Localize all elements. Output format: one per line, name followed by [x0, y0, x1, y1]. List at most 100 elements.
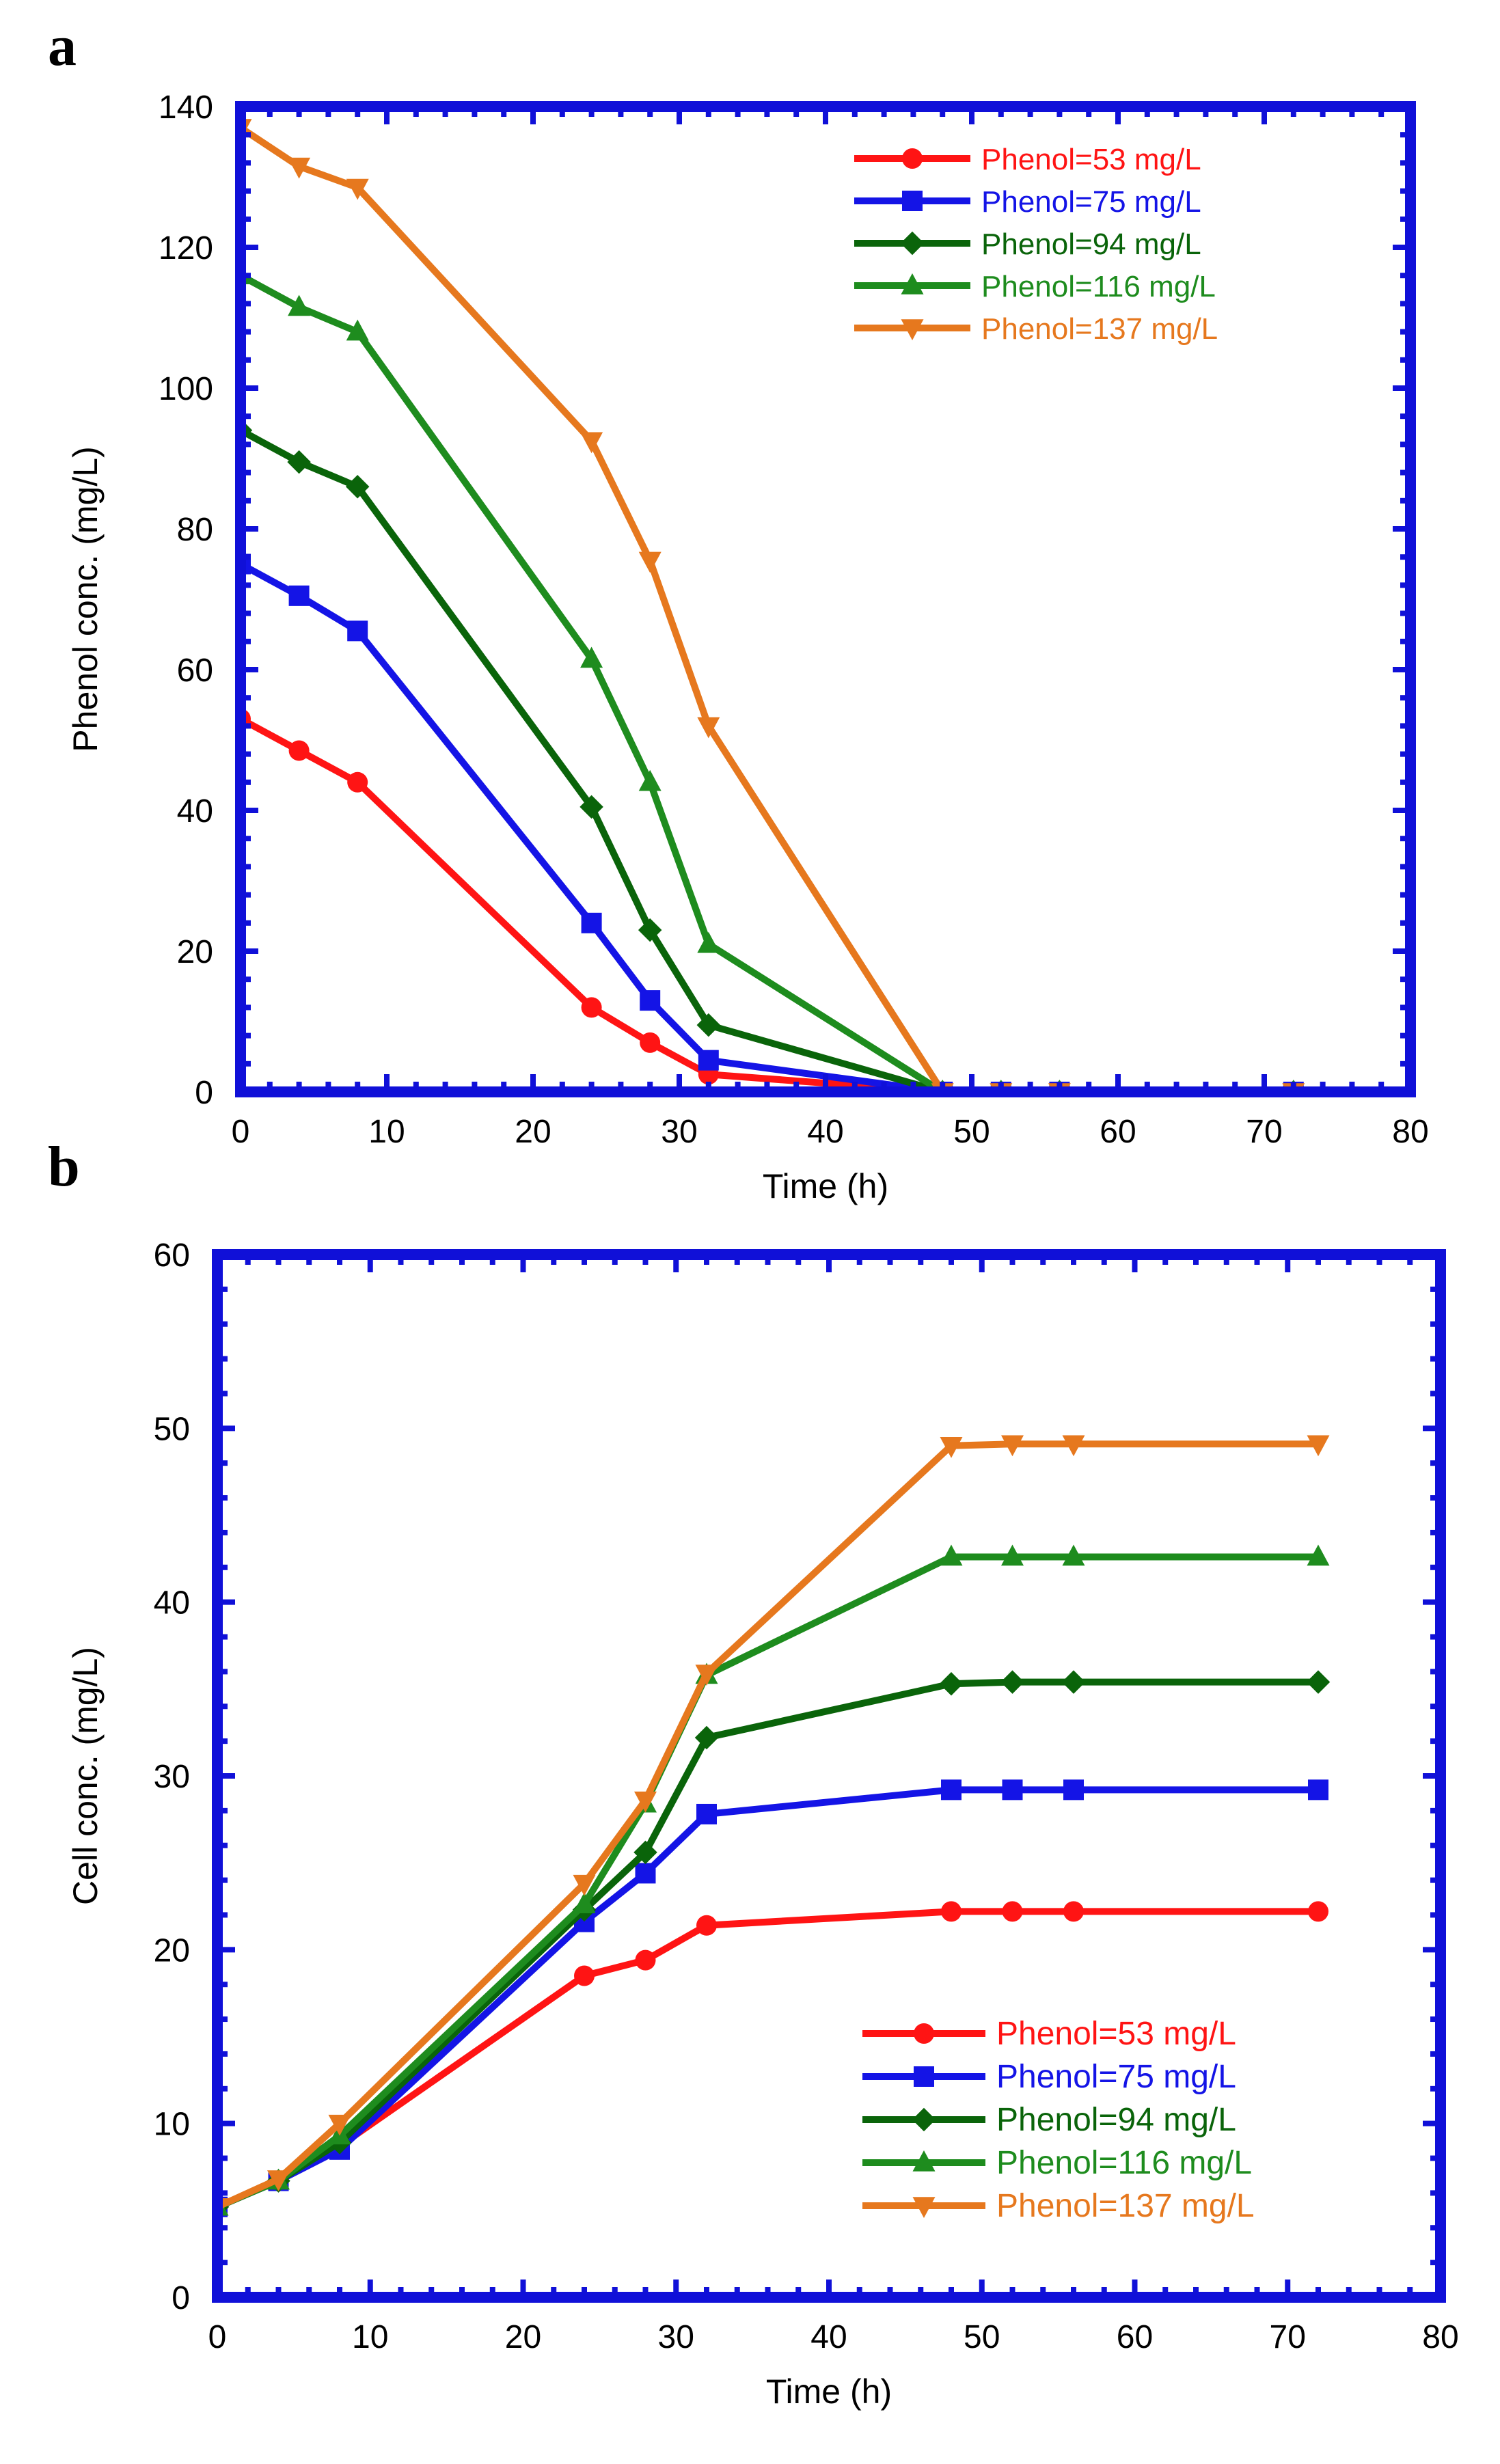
- x-tick-label: 0: [208, 2319, 227, 2355]
- y-tick-label: 60: [154, 1237, 190, 1274]
- data-point: [638, 769, 662, 791]
- x-tick-label: 80: [1392, 1114, 1428, 1150]
- y-tick-label: 40: [154, 1585, 190, 1621]
- data-point: [267, 2170, 290, 2192]
- data-point: [635, 1863, 656, 1884]
- data-point: [696, 1013, 721, 1037]
- chart-panel-a: a 0 10 20 30 40 50 60 70 80 0 20 40 60 80 100 120 140 Time…: [48, 14, 1429, 1205]
- y-axis-title: Phenol conc. (mg/L): [66, 446, 105, 752]
- legend: Phenol=53 mg/L Phenol=75 mg/L Phenol=94 mg…: [862, 2016, 1255, 2224]
- data-point: [640, 990, 661, 1011]
- data-point: [347, 620, 368, 642]
- y-axis-title: Cell conc. (mg/L): [66, 1647, 105, 1905]
- y-tick-label: 120: [159, 230, 213, 266]
- legend-marker: [902, 148, 923, 169]
- data-point: [697, 717, 720, 739]
- data-point: [939, 1671, 964, 1696]
- data-point: [1002, 1779, 1023, 1801]
- legend-item: Phenol=137 mg/L: [854, 312, 1218, 346]
- y-tick-label: 40: [177, 793, 213, 830]
- legend-marker: [914, 2066, 934, 2087]
- series-5: [217, 1435, 1330, 2219]
- x-axis-title: Time (h): [766, 2372, 892, 2411]
- data-point: [633, 1840, 657, 1865]
- series-4: [241, 263, 1300, 1092]
- series-3: [241, 418, 1306, 1092]
- x-tick-label: 30: [658, 2319, 694, 2355]
- data-point: [580, 646, 603, 668]
- legend-label: Phenol=116 mg/L: [996, 2145, 1252, 2181]
- x-tick-label: 40: [807, 1114, 843, 1150]
- legend-item: Phenol=94 mg/L: [862, 2102, 1236, 2138]
- series-2: [241, 553, 1304, 1092]
- data-point: [941, 1901, 962, 1922]
- x-tick-label: 70: [1246, 1114, 1282, 1150]
- y-tick-label: 10: [154, 2107, 190, 2143]
- legend-label: Phenol=94 mg/L: [996, 2102, 1236, 2138]
- series-line: [241, 715, 1297, 1092]
- legend-marker: [900, 231, 925, 256]
- data-point: [1063, 1901, 1084, 1922]
- data-point: [694, 1725, 719, 1750]
- data-point: [1002, 1901, 1023, 1922]
- legend-item: Phenol=75 mg/L: [854, 185, 1201, 219]
- y-tick-label: 0: [195, 1075, 213, 1111]
- data-point: [940, 1437, 963, 1458]
- x-tick-label: 0: [232, 1114, 250, 1150]
- data-point: [696, 1915, 717, 1936]
- x-tick-label: 50: [953, 1114, 990, 1150]
- panel-letter: b: [48, 1135, 80, 1199]
- data-point: [696, 1803, 717, 1824]
- x-tick-label: 30: [661, 1114, 697, 1150]
- data-point: [941, 1779, 962, 1801]
- data-point: [1061, 1670, 1086, 1694]
- data-point: [640, 1032, 661, 1053]
- y-tick-label: 20: [177, 934, 213, 970]
- data-point: [1001, 1544, 1024, 1566]
- data-point: [574, 1965, 595, 1986]
- legend-label: Phenol=137 mg/L: [996, 2188, 1255, 2224]
- x-tick-label: 60: [1100, 1114, 1136, 1150]
- chart-panel-b: b 0 10 20 30 40 50 60 70 80 0 10 20 30 40 50 60 Time (h) C…: [48, 1135, 1459, 2411]
- data-point: [1062, 1544, 1085, 1566]
- legend-marker: [901, 273, 924, 295]
- data-point: [1308, 1901, 1328, 1922]
- data-point: [1306, 1670, 1331, 1694]
- data-point: [1062, 1435, 1085, 1457]
- data-point: [573, 1892, 596, 1913]
- data-point: [346, 319, 369, 341]
- legend-label: Phenol=75 mg/L: [981, 185, 1201, 219]
- data-point: [288, 740, 310, 761]
- y-tick-label: 80: [177, 512, 213, 548]
- legend-item: Phenol=53 mg/L: [862, 2016, 1236, 2052]
- y-tick-label: 140: [159, 90, 213, 126]
- data-point: [635, 1949, 656, 1971]
- series-line: [241, 124, 1297, 1092]
- data-point: [581, 912, 602, 933]
- legend: Phenol=53 mg/L Phenol=75 mg/L Phenol=94 mg…: [854, 143, 1218, 346]
- data-point: [581, 997, 602, 1018]
- legend-label: Phenol=94 mg/L: [981, 228, 1201, 261]
- data-point: [1001, 1435, 1024, 1457]
- legend-item: Phenol=116 mg/L: [854, 270, 1216, 303]
- legend-marker: [912, 2150, 936, 2172]
- y-tick-label: 50: [154, 1411, 190, 1447]
- series-line: [217, 1440, 1322, 2210]
- data-point: [1063, 1779, 1084, 1801]
- data-point: [288, 157, 311, 179]
- x-tick-label: 40: [810, 2319, 847, 2355]
- series-line: [241, 560, 1297, 1092]
- data-point: [328, 2114, 351, 2136]
- data-point: [1307, 1435, 1330, 1457]
- series-line: [241, 272, 1297, 1092]
- data-point: [346, 178, 369, 200]
- data-point: [634, 1791, 657, 1813]
- legend-item: Phenol=116 mg/L: [862, 2145, 1252, 2181]
- data-point: [1000, 1670, 1024, 1694]
- data-point: [698, 1050, 719, 1071]
- axis-ticks: [215, 1252, 1443, 2300]
- x-tick-label: 10: [352, 2319, 388, 2355]
- legend-item: Phenol=137 mg/L: [862, 2188, 1255, 2224]
- y-tick-label: 100: [159, 371, 213, 407]
